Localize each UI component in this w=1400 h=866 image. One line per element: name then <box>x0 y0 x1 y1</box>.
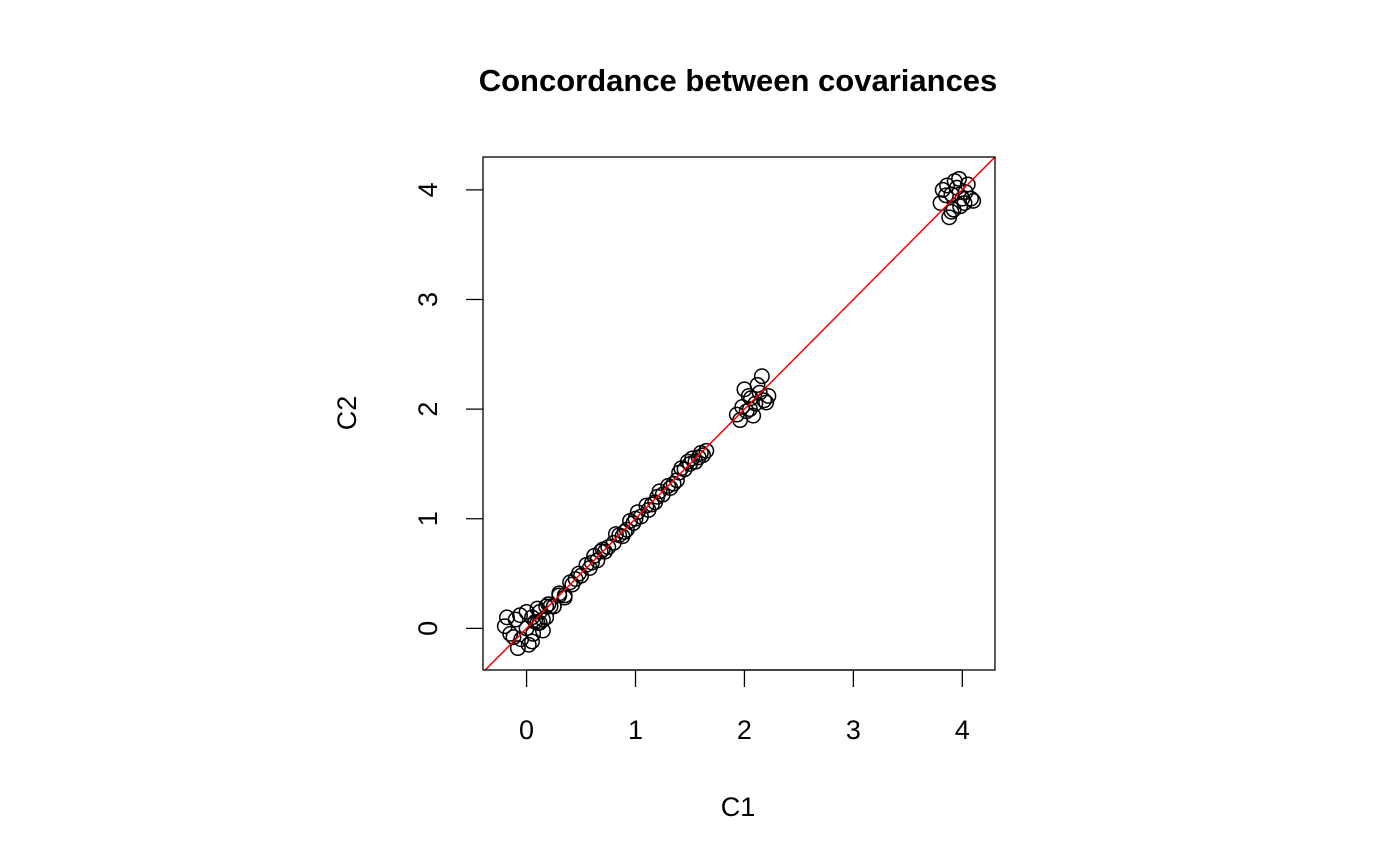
data-point <box>939 177 956 194</box>
data-point <box>629 504 646 521</box>
data-point <box>581 560 598 577</box>
y-tick-label: 2 <box>413 402 443 417</box>
y-tick-label: 4 <box>413 182 443 197</box>
data-point <box>625 515 642 532</box>
x-tick-label: 3 <box>846 715 861 745</box>
x-axis-label: C1 <box>721 792 756 822</box>
data-point <box>614 528 631 545</box>
data-point <box>745 407 762 424</box>
y-tick-label: 0 <box>413 621 443 636</box>
data-point <box>690 449 707 466</box>
x-tick-label: 0 <box>519 715 534 745</box>
data-point <box>758 394 775 411</box>
data-point <box>651 483 668 500</box>
data-point <box>545 598 562 615</box>
data-point <box>647 494 664 511</box>
x-tick-label: 1 <box>628 715 643 745</box>
data-point <box>956 195 973 211</box>
data-point <box>934 181 951 198</box>
plot-area: 0 1 2 3 4 0 1 2 3 4 <box>413 156 996 745</box>
data-point <box>951 170 967 187</box>
data-point <box>520 636 537 653</box>
data-point <box>507 611 524 628</box>
x-tick-label: 2 <box>737 715 752 745</box>
data-point <box>679 453 696 470</box>
data-point <box>941 209 958 226</box>
data-point <box>749 377 766 393</box>
data-point <box>509 640 526 657</box>
data-point <box>607 526 624 543</box>
y-tick-label: 1 <box>413 511 443 526</box>
data-point <box>505 629 522 646</box>
x-tick-label: 4 <box>955 715 970 745</box>
y-tick-label: 3 <box>413 292 443 307</box>
data-point <box>538 598 555 615</box>
y-axis-label: C2 <box>332 396 362 431</box>
data-point <box>518 603 535 620</box>
data-point <box>600 539 617 556</box>
data-point <box>760 388 777 404</box>
data-point <box>597 543 613 560</box>
chart-title: Concordance between covariances <box>479 63 998 98</box>
data-point <box>524 633 540 650</box>
data-point <box>740 388 757 404</box>
data-point <box>753 368 770 385</box>
data-point <box>499 609 515 626</box>
data-point <box>756 392 773 409</box>
data-point <box>665 475 682 492</box>
data-point <box>668 472 685 489</box>
data-point <box>684 450 701 467</box>
data-point <box>592 543 609 560</box>
reference-line <box>484 157 995 670</box>
